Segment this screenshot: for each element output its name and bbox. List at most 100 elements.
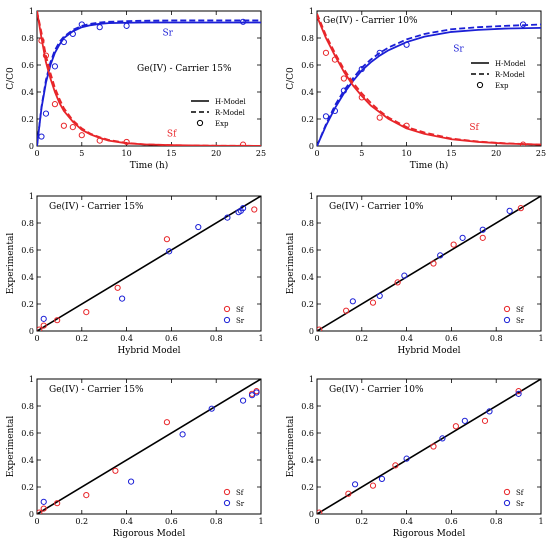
point-sf (317, 509, 323, 514)
x-tick-label: 0 (34, 334, 39, 343)
x-tick-label: 1 (258, 517, 263, 526)
y-tick-label: 0.6 (21, 246, 34, 255)
plot-area (317, 13, 541, 146)
exp-point-sf (42, 52, 50, 59)
chart-title: Ge(IV) - Carrier 10% (323, 15, 418, 26)
y-tick-label: 1 (29, 375, 34, 384)
x-tick-label: 0.2 (75, 334, 88, 343)
y-tick-label: 0.2 (21, 300, 34, 309)
y-tick-label: 0.8 (301, 219, 314, 228)
y-tick-label: 1 (309, 192, 314, 201)
legend-swatch-circle (476, 81, 484, 89)
point-sf (54, 500, 61, 507)
exp-point-sr (322, 113, 330, 120)
point-sf (163, 236, 171, 243)
x-tick-label: 5 (359, 149, 364, 158)
exp-point-sf (376, 114, 383, 121)
y-tick-label: 0.2 (301, 483, 314, 492)
r-model-line-sr (37, 19, 261, 146)
chart-panel-parity-hybrid-15: 0 0.2 0.4 0.6 0.8 1 0 0.2 0.4 0.6 0.8 1 Hybrid Model… (6, 192, 264, 356)
plot-frame (316, 195, 542, 332)
r-model-line-sr (317, 23, 541, 146)
exp-point-sr (331, 107, 339, 115)
exp-point-sf (38, 37, 45, 44)
legend: H-Model R-Model Exp (191, 98, 246, 128)
legend-label: Sr (516, 317, 525, 325)
point-sr (479, 226, 486, 233)
exp-point-sr (60, 38, 67, 46)
y-tick-label: 0.8 (301, 402, 314, 411)
curve-label-sf: Sf (167, 130, 177, 140)
point-sr (195, 223, 202, 231)
legend: Sf Sr (223, 305, 245, 325)
plot-area (37, 11, 261, 146)
point-sf (430, 443, 437, 450)
y-tick-label: 0 (29, 327, 34, 336)
y-tick-label: 0.4 (21, 273, 34, 282)
r-model-line-sf (37, 11, 261, 146)
exp-point-sr (519, 21, 527, 28)
y-tick-label: 0.8 (21, 402, 34, 411)
x-tick-label: 20 (491, 149, 501, 158)
point-sf (392, 462, 399, 469)
parity-line (37, 379, 261, 514)
x-tick-label: 10 (122, 149, 132, 158)
exp-point-sf (340, 75, 347, 82)
legend-label: Sr (236, 317, 245, 325)
exp-point-sr (376, 49, 383, 56)
point-sr (248, 392, 256, 399)
point-sr (506, 207, 513, 214)
exp-point-sf (78, 132, 85, 139)
point-sr (459, 234, 466, 241)
legend-swatch-circle (196, 119, 204, 127)
point-sf (251, 206, 258, 213)
point-sr (486, 408, 493, 415)
point-sr (239, 205, 247, 212)
y-tick-label: 0 (29, 510, 34, 519)
parity-line (37, 196, 261, 331)
point-sf (83, 309, 90, 316)
legend: Sf Sr (503, 488, 525, 508)
x-tick-label: 0 (314, 517, 319, 526)
exp-point-sf (358, 94, 365, 101)
x-tick-label: 0.8 (490, 517, 503, 526)
y-tick-label: 1 (309, 375, 314, 384)
point-sr (439, 435, 446, 442)
point-sr (40, 498, 47, 505)
x-tick-label: 0.6 (165, 334, 178, 343)
chart-panel-parity-rigorous-15: 0 0.2 0.4 0.6 0.8 1 0 0.2 0.4 0.6 0.8 1 Rigorous Mod… (6, 375, 264, 539)
chart-title: Ge(IV) - Carrier 10% (329, 384, 424, 395)
exp-point-sf (60, 122, 67, 129)
chart-panel-kinetics-15: 0 5 10 15 20 25 0 0.2 0.4 0.6 0.8 1 Time (h) C/C0 Ge(I… (6, 7, 266, 171)
chart-title: Ge(IV) - Carrier 15% (49, 201, 144, 212)
point-sr (515, 390, 522, 397)
exp-point-sf (322, 49, 330, 56)
chart-panel-parity-rigorous-10: 0 0.2 0.4 0.6 0.8 1 0 0.2 0.4 0.6 0.8 1 Rigorous Mod… (286, 375, 544, 539)
x-tick-label: 15 (166, 149, 176, 158)
exp-point-sf (123, 138, 130, 146)
x-tick-label: 0 (34, 517, 39, 526)
y-tick-label: 0 (309, 327, 314, 336)
legend-label: Sr (516, 500, 525, 508)
y-tick-label: 0.4 (21, 88, 34, 97)
y-tick-label: 0.2 (301, 115, 314, 124)
x-tick-label: 5 (79, 149, 84, 158)
point-sf (515, 388, 522, 395)
legend-marker-sr (223, 316, 231, 324)
point-sr (378, 475, 386, 482)
point-sf (481, 417, 489, 424)
x-tick-label: 0.2 (75, 517, 88, 526)
y-axis-label: Experimental (286, 416, 296, 478)
y-tick-label: 0.6 (301, 246, 314, 255)
x-tick-label: 1 (538, 334, 543, 343)
y-tick-label: 0.8 (301, 34, 314, 43)
y-tick-label: 0.8 (21, 219, 34, 228)
x-tick-label: 0 (314, 334, 319, 343)
point-sf (479, 234, 486, 241)
legend-marker-sf (223, 488, 231, 496)
legend-marker-sr (223, 499, 231, 507)
exp-point-sf (96, 137, 103, 144)
legend-label: Sf (236, 489, 245, 497)
exp-point-sr (42, 110, 50, 117)
